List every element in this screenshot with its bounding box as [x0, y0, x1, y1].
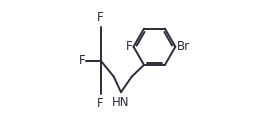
Text: HN: HN — [112, 96, 130, 109]
Text: F: F — [79, 54, 85, 67]
Text: F: F — [126, 40, 132, 53]
Text: F: F — [97, 11, 104, 24]
Text: Br: Br — [177, 40, 190, 53]
Text: F: F — [97, 97, 104, 110]
